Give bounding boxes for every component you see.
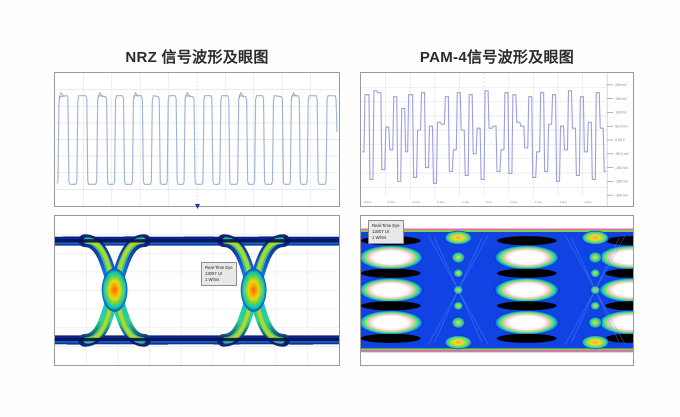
scope-pam4-eye[interactable]: Real-Time Eye 13007 UI 1 Wfms [360, 215, 634, 366]
svg-text:-1.0ns: -1.0ns [461, 200, 470, 204]
svg-text:150 mV: 150 mV [615, 97, 627, 101]
svg-text:50.0 mV: 50.0 mV [615, 124, 628, 128]
svg-text:-200 mV: -200 mV [615, 193, 629, 197]
overshoot-marks [58, 91, 297, 99]
eye-readout-pam4: Real-Time Eye 13007 UI 1 Wfms [368, 220, 404, 245]
readout-line-1: Real-Time Eye [372, 223, 400, 228]
pam4-trace [361, 90, 607, 184]
nrz-waveform-svg [55, 73, 339, 206]
trigger-marker-nrz [195, 204, 200, 209]
svg-text:-5.0ns: -5.0ns [363, 200, 372, 204]
scope-nrz-eye[interactable]: Real-Time Eye 13007 UI 1 Wfms [54, 215, 340, 366]
readout-line-1: Real-Time Eye [205, 265, 233, 270]
panel-nrz: NRZ 信号波形及眼图 [54, 46, 340, 366]
svg-text:-3.0ns: -3.0ns [412, 200, 421, 204]
svg-text:2.0ns: 2.0ns [535, 200, 543, 204]
svg-text:-2.0ns: -2.0ns [436, 200, 445, 204]
eye-openings [361, 245, 633, 335]
panel-pam4: PAM-4信号波形及眼图 [360, 46, 634, 366]
svg-text:-50.0 mV: -50.0 mV [615, 152, 629, 156]
svg-text:-4.0ns: -4.0ns [387, 200, 396, 204]
eye-density-plot [55, 234, 339, 347]
nrz-eye-svg [55, 216, 339, 365]
transition-streaks [428, 235, 626, 345]
voltage-axis-labels: 200 mV 150 mV 100 mV 50.0 mV 0.00 V -50.0 m… [615, 83, 629, 197]
scope-pam4-waveform[interactable]: 200 mV 150 mV 100 mV 50.0 mV 0.00 V -50.0 m… [360, 72, 634, 207]
svg-text:0.00 V: 0.00 V [615, 138, 626, 142]
eye-density-plot [361, 216, 633, 365]
svg-text:-100 mV: -100 mV [615, 166, 629, 170]
pam4-eye-svg [361, 216, 633, 365]
svg-text:-150 mV: -150 mV [615, 180, 629, 184]
scope-nrz-waveform[interactable] [54, 72, 340, 207]
svg-text:4.0ns: 4.0ns [584, 200, 592, 204]
level-bars [361, 236, 633, 343]
readout-line-2: 13007 UI [372, 229, 389, 235]
page-title-nrz: NRZ 信号波形及眼图 [125, 49, 269, 66]
svg-text:200 mV: 200 mV [615, 83, 627, 87]
readout-line-2: 13007 UI [205, 271, 222, 277]
svg-text:0.0s: 0.0s [486, 200, 492, 204]
nrz-trace [56, 94, 338, 185]
voltage-axis-ticks [607, 84, 614, 196]
eye-readout-nrz: Real-Time Eye 13007 UI 1 Wfms [201, 262, 237, 287]
pam4-waveform-svg: 200 mV 150 mV 100 mV 50.0 mV 0.00 V -50.0 m… [361, 73, 633, 206]
svg-text:3.0ns: 3.0ns [560, 200, 568, 204]
readout-line-3: 1 Wfms [205, 277, 220, 283]
svg-text:1.0ns: 1.0ns [510, 200, 518, 204]
crossing-blobs [444, 230, 610, 350]
time-axis-labels: -5.0ns -4.0ns -3.0ns -2.0ns -1.0ns 0.0s 1.0… [363, 200, 592, 204]
readout-line-3: 1 Wfms [372, 235, 387, 241]
page-title-pam4: PAM-4信号波形及眼图 [419, 49, 575, 66]
svg-text:100 mV: 100 mV [615, 111, 627, 115]
